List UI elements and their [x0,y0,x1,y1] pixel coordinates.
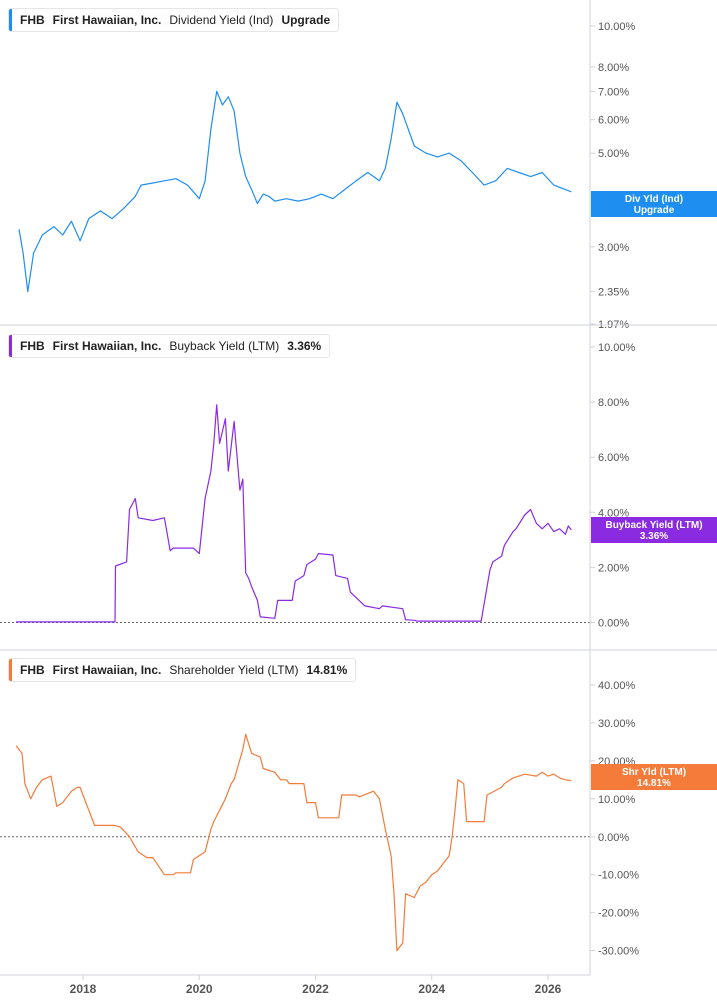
badge-value: 14.81% [637,778,671,789]
upgrade-link[interactable]: Upgrade [281,13,331,27]
badge-label: Shr Yld (LTM) [622,767,686,778]
legend-ticker: FHB [20,13,45,27]
x-tick-label: 2022 [302,982,329,996]
buyback-color-swatch [9,335,12,357]
value-badge [591,517,717,543]
y-tick-label: 8.00% [598,397,629,409]
y-tick-label: 30.00% [598,718,636,730]
y-tick-label: 6.00% [598,452,629,464]
legend-company: First Hawaiian, Inc. [52,339,162,353]
y-tick-label: 6.00% [598,115,629,127]
time-x-axis: 2018 2020 2022 2024 2026 [70,975,562,996]
y-tick-label: 10.00% [598,342,636,354]
legend-metric: Shareholder Yield (LTM) [169,663,299,677]
buyback-yield-panel: 10.00% 8.00% 6.00% 4.00% 2.00% 0.00% Buyback Y… [0,342,717,629]
legend-value: 14.81% [306,663,348,677]
y-tick-label: 7.00% [598,86,629,98]
dividend-yield-panel: 10.00%8.00%7.00%6.00%5.00%3.00%2.35%1.97… [18,21,717,331]
x-tick-label: 2020 [186,982,213,996]
y-tick-label: 40.00% [598,680,636,692]
y-tick-label: -10.00% [598,870,639,882]
x-tick-label: 2026 [535,982,562,996]
buyback-yield-ltm-line [16,404,572,623]
y-tick-label: 0.00% [598,832,629,844]
value-badge [591,764,717,790]
legend-company: First Hawaiian, Inc. [52,663,162,677]
y-tick-label: 2.35% [598,287,629,299]
shareholder-legend: FHB First Hawaiian, Inc. Shareholder Yie… [8,658,357,682]
y-tick-label: 5.00% [598,148,629,160]
dividend-yield-ind-line [18,90,572,293]
legend-metric: Buyback Yield (LTM) [169,339,280,353]
legend-ticker: FHB [20,663,45,677]
dividend-color-swatch [9,9,12,31]
legend-value: 3.36% [287,339,322,353]
buyback-legend: FHB First Hawaiian, Inc. Buyback Yield (… [8,334,331,358]
shareholder-yield-panel: 40.00%30.00%20.00%10.00%0.00%-10.00%-20.… [0,680,717,958]
badge-label: Buyback Yield (LTM) [605,520,702,531]
y-tick-label: -30.00% [598,946,639,958]
y-tick-label: 10.00% [598,794,636,806]
y-tick-label: 0.00% [598,617,629,629]
y-tick-label: 4.00% [598,507,629,519]
badge-label: Div Yld (Ind) [625,194,683,205]
y-tick-label: 3.00% [598,242,629,254]
legend-company: First Hawaiian, Inc. [52,13,162,27]
badge-value: Upgrade [634,205,675,216]
shareholder-color-swatch [9,659,12,681]
y-tick-label: 10.00% [598,21,636,33]
x-tick-label: 2024 [418,982,445,996]
legend-metric: Dividend Yield (Ind) [169,13,274,27]
y-tick-label: -20.00% [598,908,639,920]
badge-value: 3.36% [640,531,668,542]
value-badge [591,191,717,217]
dividend-legend: FHB First Hawaiian, Inc. Dividend Yield … [8,8,340,32]
x-tick-label: 2018 [70,982,97,996]
legend-ticker: FHB [20,339,45,353]
y-tick-label: 8.00% [598,62,629,74]
shareholder-yield-ltm-line [15,733,572,952]
y-tick-label: 2.00% [598,562,629,574]
